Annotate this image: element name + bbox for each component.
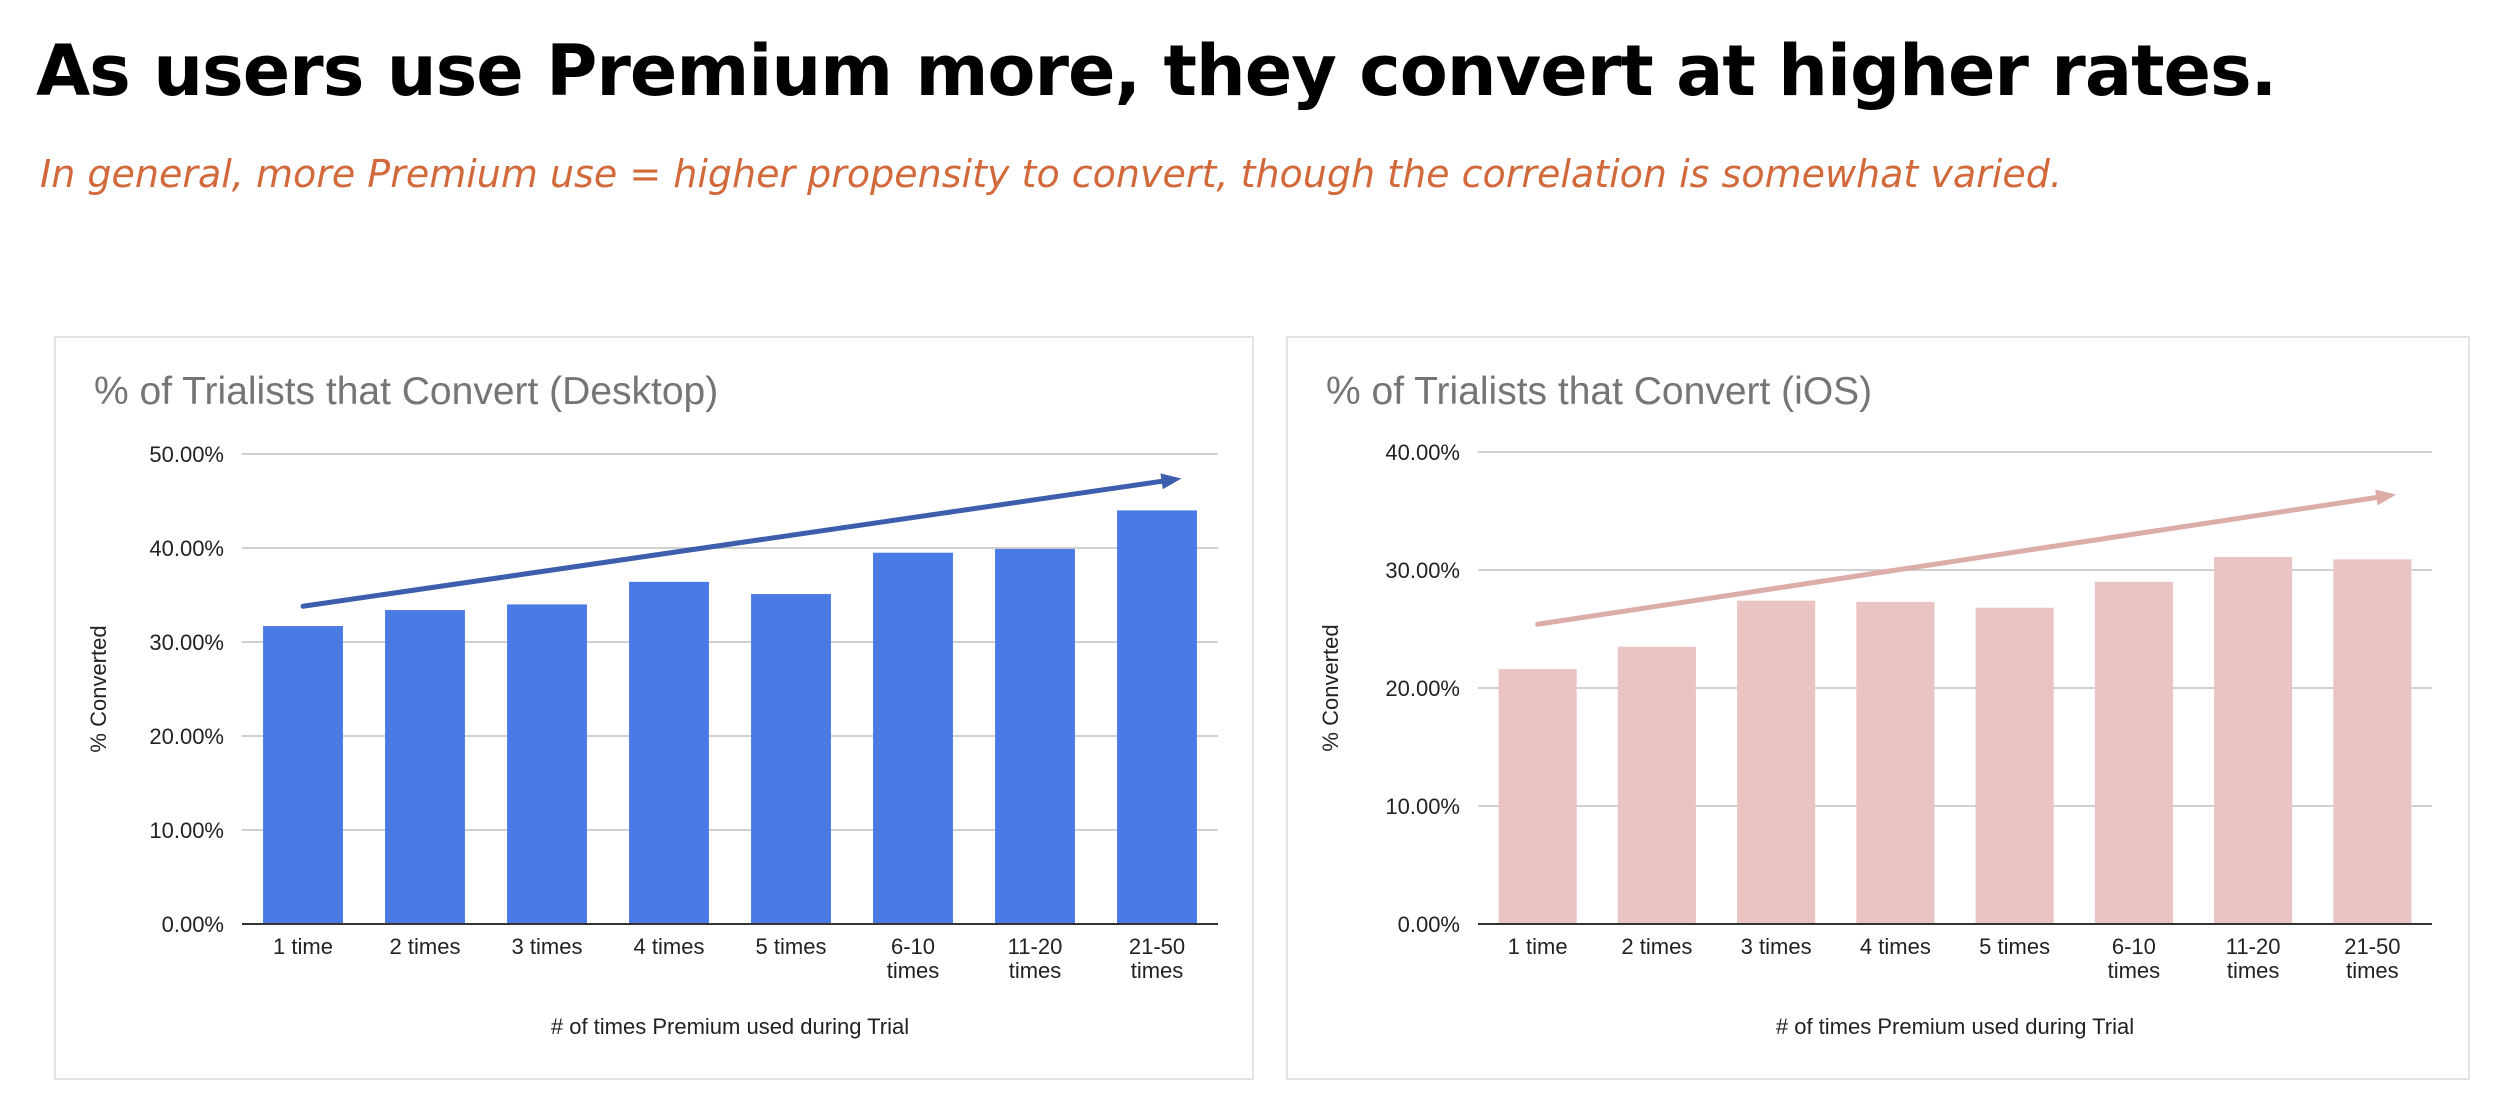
ios-bar-3	[1737, 600, 1816, 924]
desktop-bar-8	[1117, 510, 1197, 924]
x-tick-label: 4 times	[634, 934, 705, 959]
y-tick-label: 30.00%	[149, 630, 224, 655]
desktop-bar-5	[751, 594, 831, 924]
y-tick-label: 40.00%	[149, 536, 224, 561]
ios-chart-panel: % of Trialists that Convert (iOS) 0.00% 10…	[1286, 336, 2470, 1080]
x-tick-label: 3 times	[1741, 934, 1812, 959]
x-tick-label: 21-50 times	[1129, 934, 1185, 983]
desktop-bar-6	[873, 552, 953, 924]
y-tick-label: 20.00%	[149, 724, 224, 749]
desktop-bar-2	[385, 610, 465, 924]
page-headline: As users use Premium more, they convert …	[36, 30, 2277, 112]
x-tick-label: 6-10 times	[2108, 934, 2161, 983]
desktop-bar-3	[507, 604, 587, 924]
x-tick-label: 4 times	[1860, 934, 1931, 959]
y-tick-label: 30.00%	[1385, 558, 1460, 583]
y-axis-label: % Converted	[86, 625, 111, 752]
x-tick-label: 2 times	[390, 934, 461, 959]
ios-bar-5	[1975, 607, 2054, 924]
x-tick-label: 21-50 times	[2344, 934, 2400, 983]
y-tick-label: 20.00%	[1385, 676, 1460, 701]
x-tick-label: 11-20 times	[2226, 934, 2281, 983]
x-axis-label: # of times Premium used during Trial	[551, 1014, 909, 1039]
chart-title: % of Trialists that Convert (iOS)	[1326, 370, 1872, 413]
desktop-bar-4	[629, 581, 709, 924]
ios-trend-arrow	[1535, 489, 2397, 627]
x-tick-label: 5 times	[756, 934, 827, 959]
x-tick-label: 11-20 times	[1008, 934, 1063, 983]
chart-title: % of Trialists that Convert (Desktop)	[94, 370, 718, 413]
page-subheadline: In general, more Premium use = higher pr…	[40, 152, 2062, 196]
x-tick-label: 1 time	[1508, 934, 1568, 959]
x-tick-label: 1 time	[273, 934, 333, 959]
ios-bar-8	[2333, 559, 2412, 924]
y-tick-label: 50.00%	[149, 442, 224, 467]
ios-bar-1	[1498, 669, 1577, 924]
x-axis-label: # of times Premium used during Trial	[1776, 1014, 2134, 1039]
ios-bar-2	[1617, 646, 1696, 924]
desktop-chart-panel: % of Trialists that Convert (Desktop) 0.0…	[54, 336, 1254, 1080]
desktop-trend-arrow	[300, 473, 1182, 609]
x-tick-label: 2 times	[1621, 934, 1692, 959]
y-tick-label: 10.00%	[149, 818, 224, 843]
y-tick-label: 40.00%	[1385, 440, 1460, 465]
x-tick-label: 3 times	[512, 934, 583, 959]
desktop-bar-7	[995, 548, 1075, 924]
y-axis-label: % Converted	[1318, 624, 1343, 751]
desktop-bar-1	[263, 626, 343, 924]
ios-conversion-chart: % of Trialists that Convert (iOS) 0.00% 10…	[1318, 370, 2432, 1039]
desktop-conversion-chart: % of Trialists that Convert (Desktop) 0.0…	[86, 370, 1218, 1039]
y-tick-label: 10.00%	[1385, 794, 1460, 819]
x-tick-label: 5 times	[1979, 934, 2050, 959]
y-tick-label: 0.00%	[1398, 912, 1460, 937]
x-tick-label: 6-10 times	[887, 934, 940, 983]
ios-bar-4	[1856, 601, 1935, 924]
ios-bar-7	[2214, 557, 2293, 924]
ios-bar-6	[2094, 581, 2173, 924]
y-tick-label: 0.00%	[162, 912, 224, 937]
